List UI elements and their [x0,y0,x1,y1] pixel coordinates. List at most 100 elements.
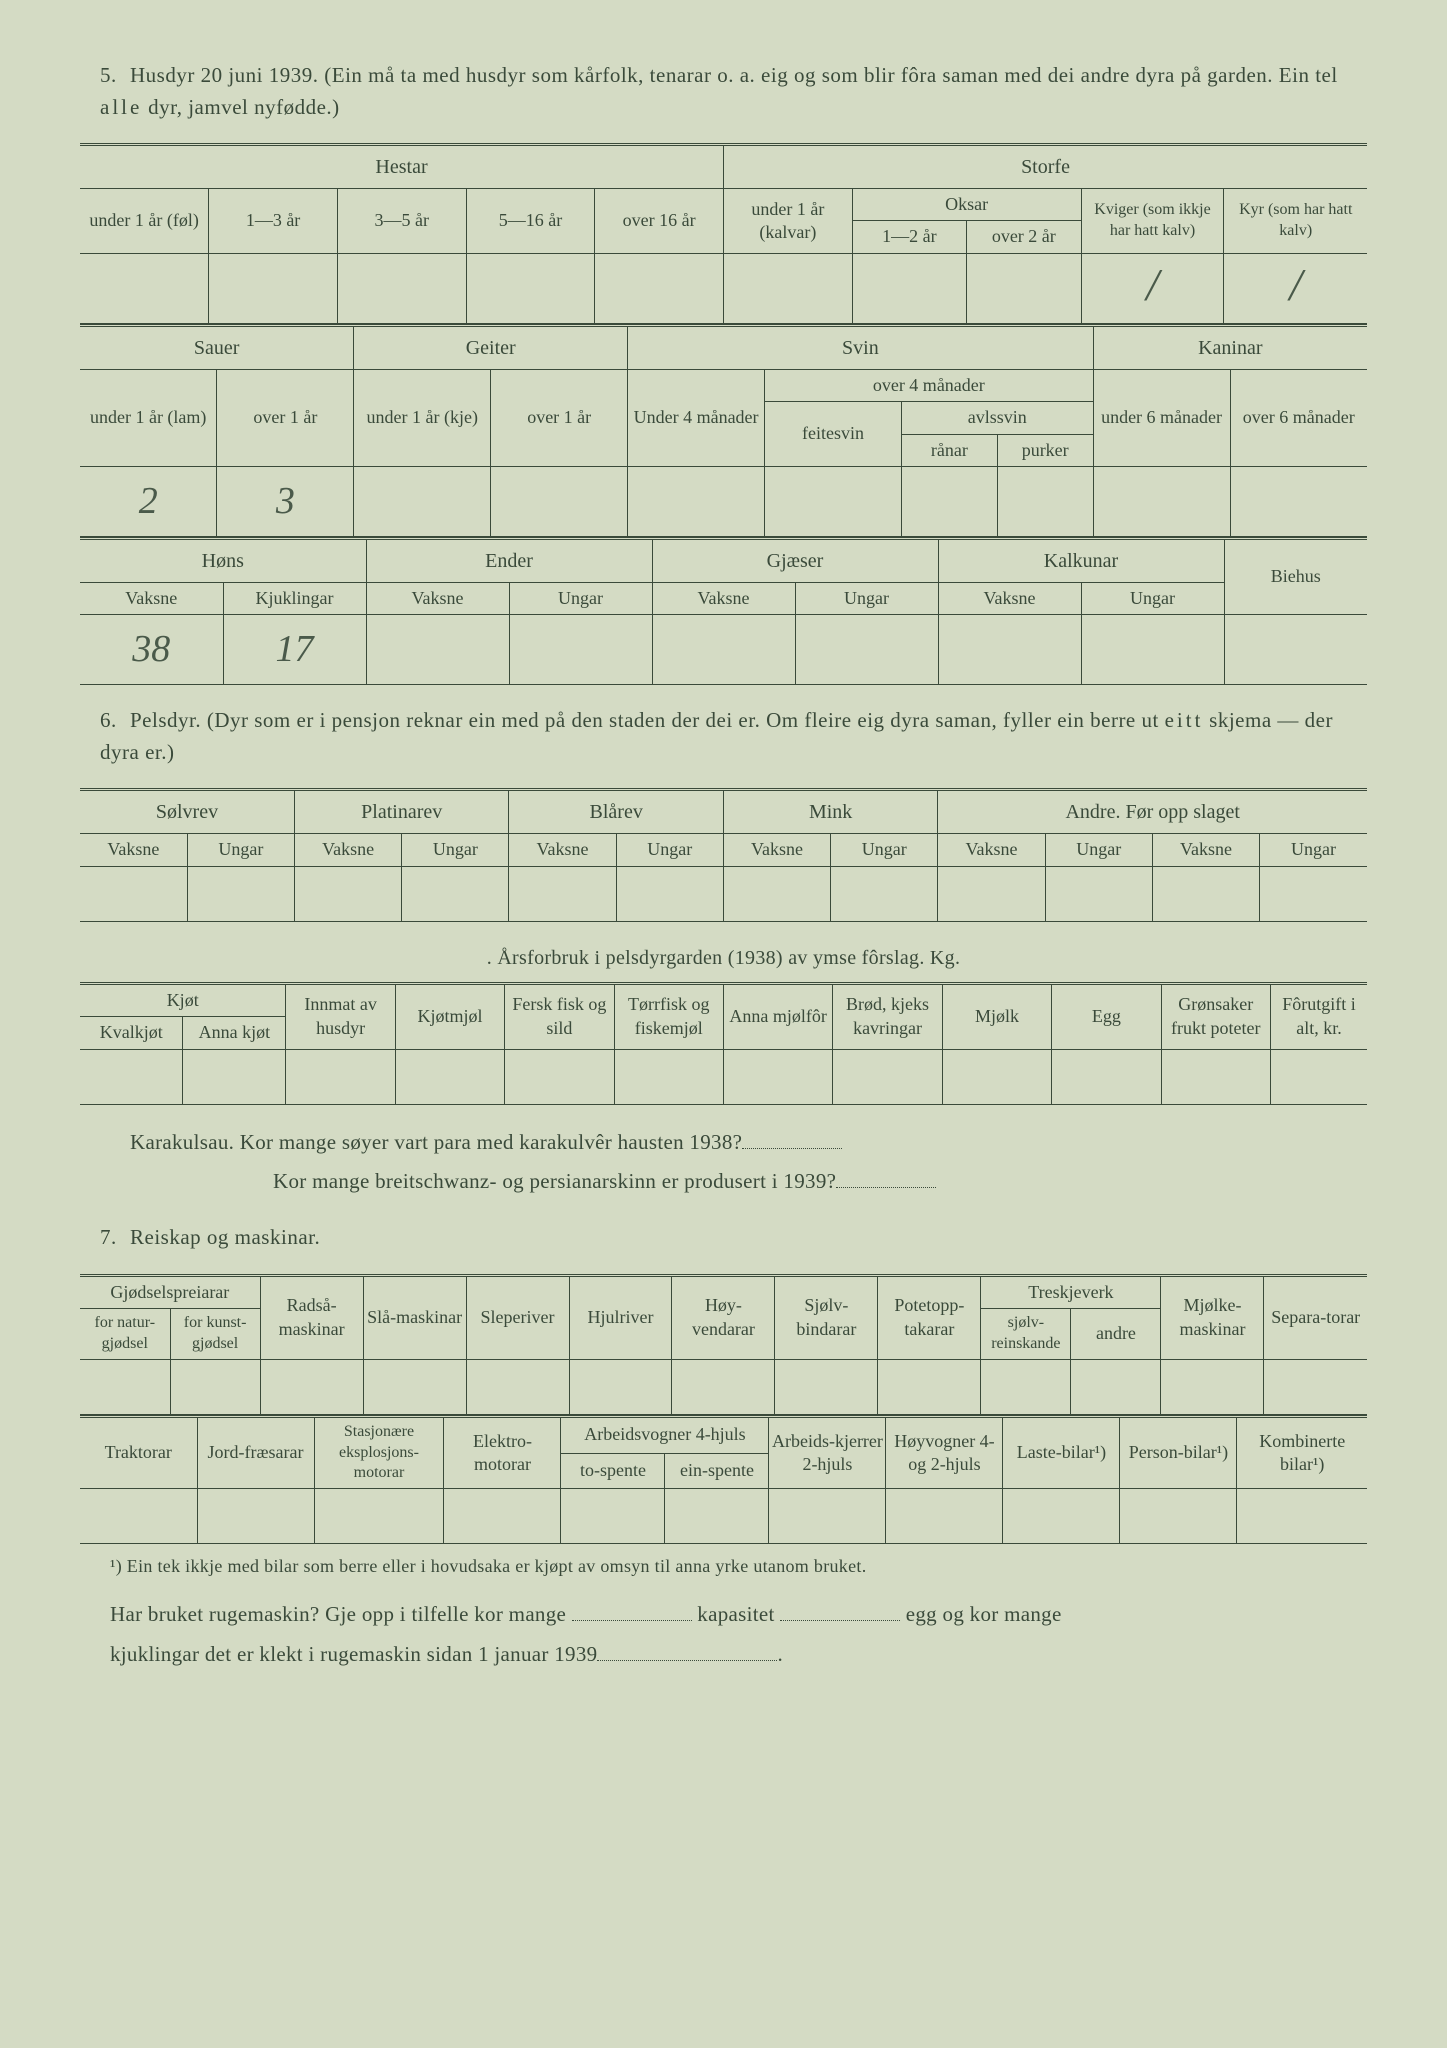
cell-storfe-u1[interactable] [724,253,853,323]
cell-hoyvogner[interactable] [886,1489,1003,1544]
cell-jord[interactable] [197,1489,314,1544]
cell-gjaeser-u[interactable] [795,615,938,685]
hdr-person: Person-bilar¹) [1120,1416,1237,1488]
hdr-p-v: Vaksne [294,834,401,866]
blank-ruge-2[interactable] [780,1600,900,1621]
cell-m-v[interactable] [723,866,830,921]
cell-fersk[interactable] [505,1049,614,1104]
cell-a2-u[interactable] [1260,866,1367,921]
cell-kalk-v[interactable] [938,615,1081,685]
cell-a1-u[interactable] [1045,866,1152,921]
section-5-title-a: Husdyr 20 juni 1939. (Ein må ta med husd… [130,63,1338,87]
cell-torr[interactable] [614,1049,723,1104]
cell-hjulriver[interactable] [569,1359,672,1414]
hdr-hestar: Hestar [80,145,724,189]
hdr-mjolk: Mjølk [942,983,1051,1049]
cell-sauer-o1[interactable]: 3 [217,466,354,536]
cell-hest-u1[interactable] [80,253,209,323]
cell-kalk-u[interactable] [1081,615,1224,685]
cell-mjolke[interactable] [1161,1359,1264,1414]
cell-stasjon[interactable] [314,1489,444,1544]
hdr-sla: Slå-maskinar [363,1275,466,1359]
cell-sla[interactable] [363,1359,466,1414]
cell-arbeids2[interactable] [769,1489,886,1544]
cell-s-v[interactable] [80,866,187,921]
cell-sauer-u1[interactable]: 2 [80,466,217,536]
cell-egg[interactable] [1052,1049,1161,1104]
cell-kviger[interactable]: / [1081,253,1224,323]
footnote-bilar: ¹) Ein tek ikkje med bilar som berre ell… [110,1556,1367,1577]
cell-geiter-o1[interactable] [491,466,628,536]
cell-sjolv[interactable] [775,1359,878,1414]
cell-annamjol[interactable] [723,1049,832,1104]
cell-oksar-o2[interactable] [967,253,1081,323]
cell-hons-v[interactable]: 38 [80,615,223,685]
cell-a2-v[interactable] [1152,866,1259,921]
cell-annakjot[interactable] [183,1049,286,1104]
cell-kjotmjol[interactable] [395,1049,504,1104]
cell-purker[interactable] [997,466,1093,536]
blank-ruge-1[interactable] [572,1600,692,1621]
cell-kunst[interactable] [170,1359,260,1414]
cell-p-v[interactable] [294,866,401,921]
cell-kanin-o6[interactable] [1230,466,1367,536]
cell-mjolk[interactable] [942,1049,1051,1104]
section-6-title-spaced: eitt [1165,708,1204,732]
cell-gron[interactable] [1161,1049,1270,1104]
cell-forutgift[interactable] [1270,1049,1367,1104]
cell-feitesvin[interactable] [765,466,902,536]
hdr-kyr: Kyr (som har hatt kalv) [1224,189,1367,254]
cell-ender-u[interactable] [509,615,652,685]
cell-innmat[interactable] [286,1049,395,1104]
cell-brod[interactable] [833,1049,942,1104]
hdr-stasjon: Stasjonære eksplosjons-motorar [314,1416,444,1488]
hdr-kalkunar: Kalkunar [938,538,1224,582]
cell-ranar[interactable] [901,466,997,536]
cell-tospente[interactable] [561,1489,665,1544]
cell-komb[interactable] [1237,1489,1367,1544]
cell-gjaeser-v[interactable] [652,615,795,685]
cell-sjolvrein[interactable] [981,1359,1071,1414]
section-6-intro: 6.Pelsdyr. (Dyr som er i pensjon reknar … [100,705,1367,768]
cell-a1-v[interactable] [938,866,1045,921]
cell-geiter-u1[interactable] [354,466,491,536]
cell-b-u[interactable] [616,866,723,921]
cell-kvalkjot[interactable] [80,1049,183,1104]
cell-hest-516[interactable] [466,253,595,323]
cell-einspente[interactable] [665,1489,769,1544]
cell-sleperiver[interactable] [466,1359,569,1414]
cell-traktorar[interactable] [80,1489,197,1544]
cell-elektro[interactable] [444,1489,561,1544]
hdr-radsa: Radså-maskinar [260,1275,363,1359]
cell-hest-35[interactable] [337,253,466,323]
cell-svin-u4[interactable] [628,466,765,536]
cell-hest-13[interactable] [209,253,338,323]
cell-natur[interactable] [80,1359,170,1414]
blank-ruge-3[interactable] [597,1640,777,1661]
cell-potet[interactable] [878,1359,981,1414]
cell-oksar-12[interactable] [852,253,966,323]
cell-m-u[interactable] [831,866,938,921]
cell-andre7[interactable] [1071,1359,1161,1414]
cell-person[interactable] [1120,1489,1237,1544]
cell-p-u[interactable] [402,866,509,921]
cell-radsa[interactable] [260,1359,363,1414]
hdr-a2-v: Vaksne [1152,834,1259,866]
cell-b-v[interactable] [509,866,616,921]
cell-kanin-u6[interactable] [1093,466,1230,536]
cell-kyr[interactable]: / [1224,253,1367,323]
cell-laste[interactable] [1003,1489,1120,1544]
blank-karakul2[interactable] [836,1167,936,1188]
hdr-egg: Egg [1052,983,1161,1049]
cell-ender-v[interactable] [366,615,509,685]
blank-karakul1[interactable] [742,1128,842,1149]
table-reiskap-b: Traktorar Jord-fræsarar Stasjonære ekspl… [80,1415,1367,1544]
hdr-kanin-u6: under 6 månader [1093,369,1230,466]
cell-hest-o16[interactable] [595,253,724,323]
cell-biehus[interactable] [1224,615,1367,685]
cell-s-u[interactable] [187,866,294,921]
cell-hoy[interactable] [672,1359,775,1414]
cell-hons-k[interactable]: 17 [223,615,366,685]
hdr-avlssvin: avlssvin [901,402,1093,434]
cell-separa[interactable] [1264,1359,1367,1414]
